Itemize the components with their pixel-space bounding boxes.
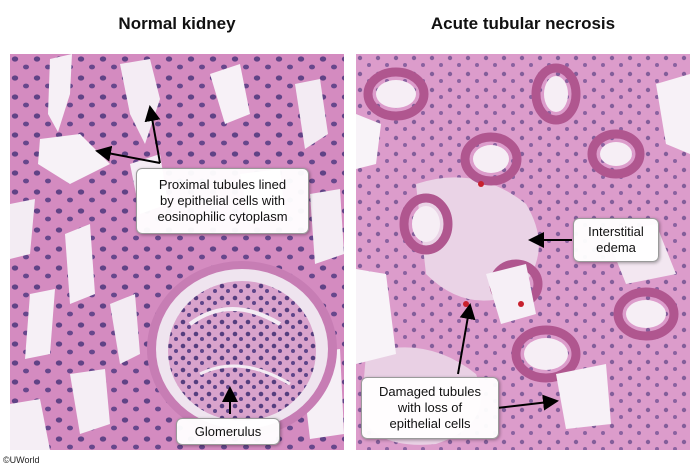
right-panel-title: Acute tubular necrosis bbox=[430, 14, 616, 33]
left-panel-title: Normal kidney bbox=[118, 14, 236, 33]
damaged-tubules-callout: Damaged tubules with loss of epithelial … bbox=[361, 377, 499, 439]
glomerulus-callout: Glomerulus bbox=[176, 418, 280, 445]
interstitial-edema-callout: Interstitial edema bbox=[573, 218, 659, 262]
proximal-tubules-callout: Proximal tubules lined by epithelial cel… bbox=[136, 168, 309, 234]
copyright-text: ©UWorld bbox=[3, 455, 40, 465]
